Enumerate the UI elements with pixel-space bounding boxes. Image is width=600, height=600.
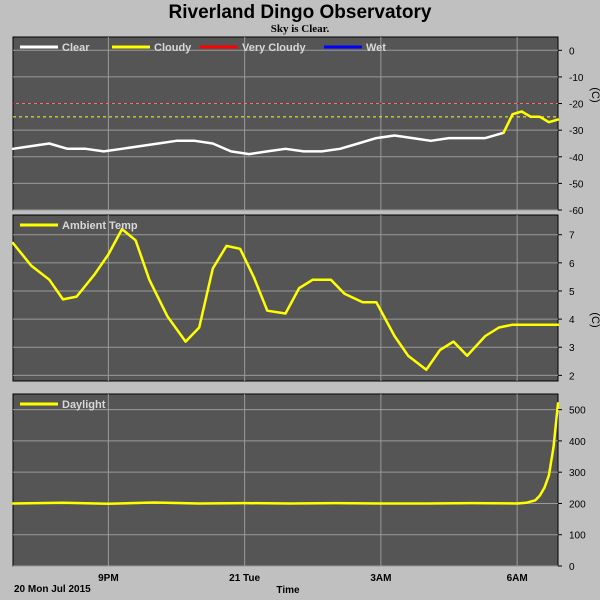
x-axis-ticks: 9PM 21 Tue 3AM 6AM <box>98 573 528 584</box>
daylight-y-ticks: 500 400 300 200 100 0 <box>558 406 586 573</box>
sky-ytick-label-1: -10 <box>569 73 584 84</box>
temperature-series-0 <box>11 227 560 371</box>
temperature-plot-area <box>12 214 559 382</box>
sky-ytick-label-3: -30 <box>569 126 584 137</box>
temperature-legend: Ambient Temp <box>20 220 138 232</box>
sky-series-1 <box>502 110 560 135</box>
x-tick-label-0: 9PM <box>98 573 119 584</box>
temperature-ytick-label-1: 6 <box>569 259 575 270</box>
temperature-y-ticks: 7 6 5 4 3 2 <box>558 231 575 382</box>
sky-unit-label: (C) <box>589 87 600 102</box>
daylight-series-0 <box>11 402 560 506</box>
daylight-ytick-label-2: 300 <box>569 468 586 479</box>
sky-ytick-label-6: -60 <box>569 206 584 217</box>
sky-series-0 <box>11 131 505 156</box>
page-title: Riverland Dingo Observatory <box>169 2 432 23</box>
sky-legend-label-0: Clear <box>62 42 90 54</box>
sky-legend-label-3: Wet <box>366 42 386 54</box>
daylight-plot-area <box>12 393 559 567</box>
daylight-ytick-label-3: 200 <box>569 499 586 510</box>
temperature-legend-label-0: Ambient Temp <box>62 220 138 232</box>
sky-ytick-label-2: -20 <box>569 100 584 111</box>
temperature-unit-label: (C) <box>589 312 600 327</box>
daylight-ytick-label-1: 400 <box>569 437 586 448</box>
x-axis-label: Time <box>276 585 300 596</box>
temperature-panel: 7 6 5 4 3 2 Ambient Temp (C) <box>11 214 600 382</box>
x-tick-label-3: 6AM <box>507 573 528 584</box>
sky-panel: 0 -10 -20 -30 -40 -50 -60 Clear Cloudy Very Clou… <box>11 36 600 217</box>
temperature-ytick-label-0: 7 <box>569 231 575 242</box>
daylight-ytick-label-4: 100 <box>569 531 586 542</box>
x-axis-date-label: 20 Mon Jul 2015 <box>14 584 91 595</box>
daylight-panel: 500 400 300 200 100 0 Daylight <box>11 393 586 573</box>
sky-y-ticks: 0 -10 -20 -30 -40 -50 -60 <box>558 46 584 217</box>
daylight-lines <box>11 402 560 506</box>
sky-lines <box>11 103 560 156</box>
x-tick-label-1: 21 Tue <box>229 573 260 584</box>
sky-legend-label-1: Cloudy <box>154 42 192 54</box>
temperature-ytick-label-3: 4 <box>569 315 575 326</box>
daylight-ytick-label-0: 500 <box>569 406 586 417</box>
sky-legend-label-2: Very Cloudy <box>242 42 306 54</box>
sky-ytick-label-5: -50 <box>569 179 584 190</box>
temperature-ytick-label-2: 5 <box>569 287 575 298</box>
daylight-legend-label-0: Daylight <box>62 399 106 411</box>
daylight-legend: Daylight <box>20 399 106 411</box>
sky-ytick-label-0: 0 <box>569 46 575 57</box>
temperature-lines <box>11 227 560 371</box>
sky-legend: Clear Cloudy Very Cloudy Wet <box>20 42 386 54</box>
x-tick-label-2: 3AM <box>370 573 391 584</box>
temperature-ytick-label-5: 2 <box>569 371 575 382</box>
temperature-ytick-label-4: 3 <box>569 343 575 354</box>
sky-ytick-label-4: -40 <box>569 153 584 164</box>
sky-plot-area <box>12 36 559 211</box>
page-subtitle: Sky is Clear. <box>271 23 330 35</box>
daylight-ytick-label-5: 0 <box>569 562 575 573</box>
